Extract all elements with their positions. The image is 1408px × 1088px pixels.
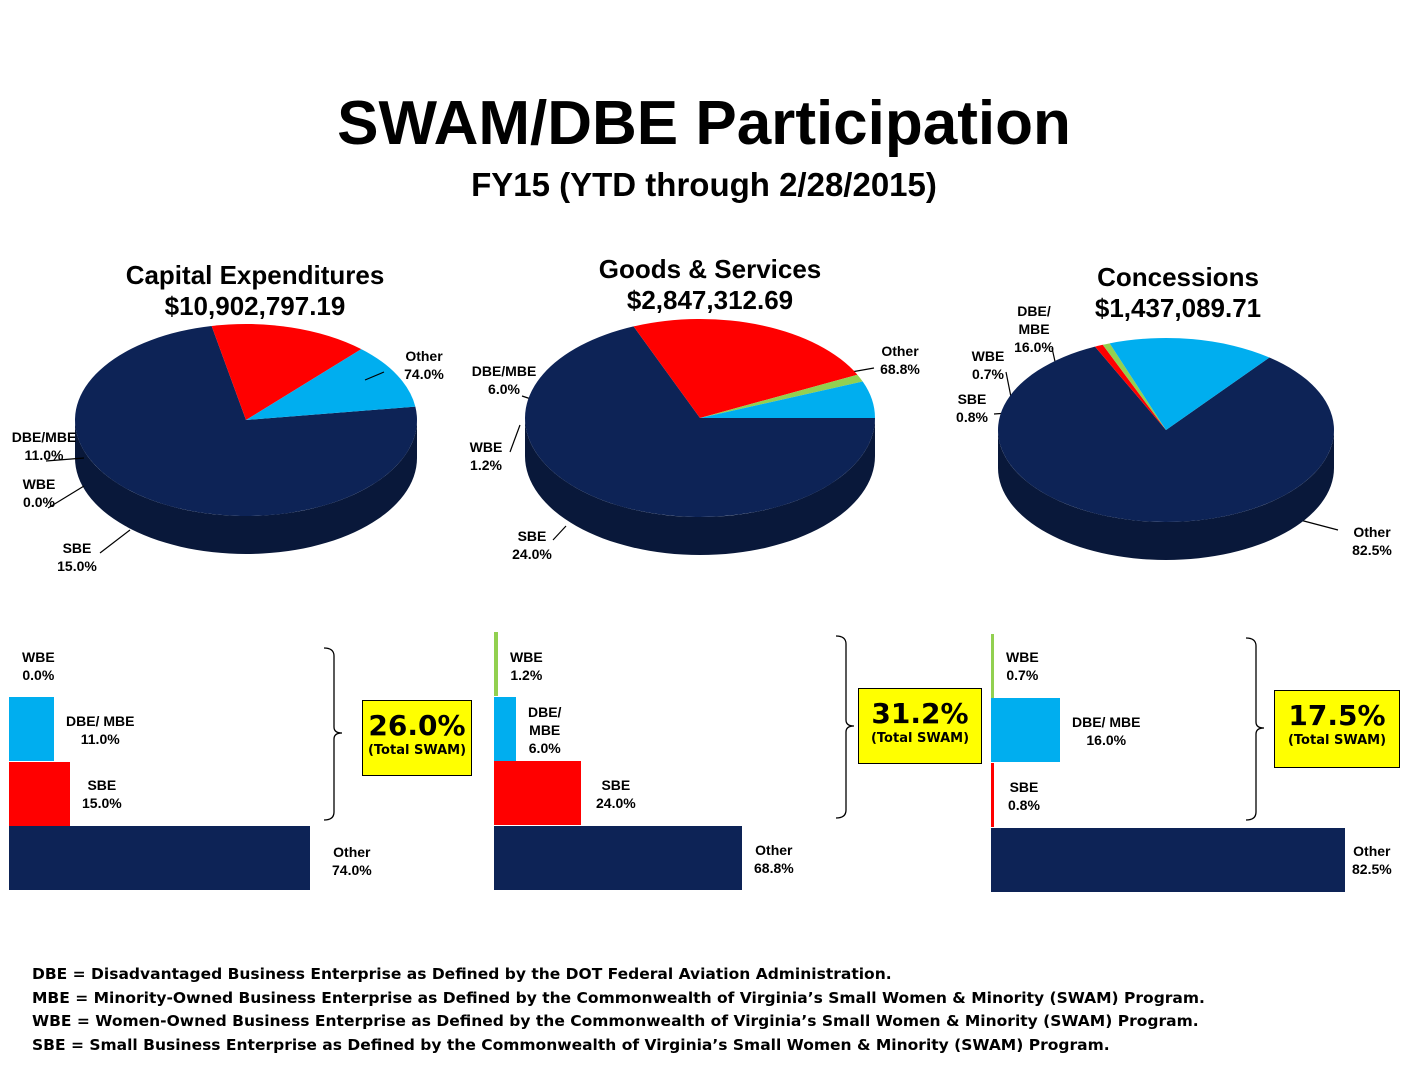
capital-total-swam-label: (Total SWAM) [367, 743, 467, 758]
concessions-slice-dbe [1109, 338, 1270, 430]
concessions-slice-other [997, 346, 1334, 522]
page-subtitle: FY15 (YTD through 2/28/2015) [471, 166, 937, 203]
goods-bar-dbe [494, 697, 516, 761]
capital-total-swam-value: 26.0% [368, 709, 466, 742]
concessions-bar-label-dbe: DBE/ MBE 16.0% [1072, 714, 1141, 748]
concessions-amount: $1,437,089.71 [1094, 293, 1262, 323]
goods-title-text: Goods & Services [598, 254, 822, 284]
capital-bar-sbe [9, 762, 70, 826]
capital-slice-sbe [211, 324, 362, 420]
goods-bar-label-sbe: SBE 24.0% [596, 777, 636, 811]
capital-bar-label-dbe: DBE/ MBE 11.0% [66, 713, 135, 747]
concessions-pie-label-wbe: WBE 0.7% [971, 348, 1005, 382]
capital-bar-other [9, 826, 310, 890]
goods-total-swam-value: 31.2% [871, 697, 969, 730]
goods-slice-other [524, 326, 875, 517]
capital-slice-other [75, 325, 417, 516]
goods-amount: $2,847,312.69 [626, 285, 794, 315]
page-title: SWAM/DBE Participation [337, 89, 1071, 158]
capital-pie-label-wbe: WBE 0.0% [22, 476, 56, 510]
capital-slice-dbe [246, 349, 416, 420]
capital-bar-dbe [9, 697, 54, 761]
goods-brace [835, 635, 855, 819]
concessions-slice-wbe [1102, 343, 1166, 430]
concessions-pie-label-dbe: DBE/ MBE 16.0% [1014, 303, 1054, 355]
goods-total-swam-box: 31.2% (Total SWAM) [858, 688, 982, 764]
concessions-brace [1245, 637, 1265, 821]
concessions-pie-label-sbe: SBE 0.8% [956, 391, 988, 425]
goods-bar-label-other: Other 68.8% [754, 842, 794, 876]
capital-title-text: Capital Expenditures [125, 260, 385, 290]
concessions-chart-title: Concessions $1,437,089.71 [1030, 262, 1326, 324]
goods-slice-sbe [633, 318, 858, 418]
leader-line-2 [47, 485, 85, 509]
leader-line-3 [99, 529, 131, 554]
concessions-total-swam-value: 17.5% [1288, 699, 1386, 732]
goods-slice-dbe [700, 381, 875, 418]
leader-line-7 [552, 525, 567, 541]
capital-chart-title: Capital Expenditures $10,902,797.19 [105, 260, 405, 322]
footnote-dbe: DBE = Disadvantaged Business Enterprise … [32, 965, 892, 983]
capital-pie-label-dbe: DBE/MBE 11.0% [11, 429, 77, 463]
goods-bar-wbe [494, 632, 499, 696]
goods-pie-label-dbe: DBE/MBE 6.0% [471, 363, 537, 397]
footnote-sbe: SBE = Small Business Enterprise as Defin… [32, 1035, 1110, 1054]
capital-brace [323, 647, 343, 821]
concessions-bar-dbe [991, 698, 1060, 762]
concessions-slice-sbe [1095, 344, 1166, 430]
footnote-wbe: WBE = Women-Owned Business Enterprise as… [32, 1012, 1199, 1030]
capital-total-swam-box: 26.0% (Total SWAM) [362, 700, 472, 776]
footnote-mbe: MBE = Minority-Owned Business Enterprise… [32, 988, 1205, 1007]
goods-total-swam-label: (Total SWAM) [870, 731, 970, 746]
capital-side-other [75, 420, 417, 554]
goods-pie-label-other: Other 68.8% [880, 343, 920, 377]
leader-line-6 [509, 424, 521, 453]
goods-pie-label-sbe: SBE 24.0% [512, 528, 552, 562]
leader-line-0 [364, 371, 385, 381]
capital-amount: $10,902,797.19 [164, 291, 346, 321]
concessions-bar-sbe [991, 763, 995, 827]
concessions-bar-label-wbe: WBE 0.7% [1006, 649, 1039, 683]
concessions-title-text: Concessions [1097, 262, 1259, 292]
capital-bar-label-wbe: WBE 0.0% [22, 649, 55, 683]
goods-chart-title: Goods & Services $2,847,312.69 [560, 254, 860, 316]
concessions-bar-wbe [991, 634, 994, 698]
goods-bar-sbe [494, 761, 581, 825]
capital-pie-label-other: Other 74.0% [404, 348, 444, 382]
concessions-total-swam-box: 17.5% (Total SWAM) [1274, 690, 1400, 768]
goods-bar-label-dbe: DBE/MBE 6.0% [528, 704, 562, 756]
capital-bar-label-sbe: SBE 15.0% [82, 777, 122, 811]
concessions-bar-label-sbe: SBE 0.8% [1008, 779, 1040, 813]
concessions-side-other [998, 430, 1334, 560]
goods-side-other [525, 418, 875, 555]
concessions-bar-label-other: Other 82.5% [1352, 843, 1392, 877]
goods-pie-label-wbe: WBE 1.2% [469, 439, 503, 473]
goods-slice-wbe [700, 374, 863, 418]
goods-bar-label-wbe: WBE 1.2% [510, 649, 543, 683]
capital-bar-label-other: Other 74.0% [332, 844, 372, 878]
concessions-bar-other [991, 828, 1345, 892]
footnotes: DBE = Disadvantaged Business Enterprise … [32, 963, 1205, 1057]
concessions-pie-label-other: Other 82.5% [1352, 524, 1392, 558]
leader-line-1 [45, 457, 85, 462]
leader-line-8 [1299, 519, 1339, 531]
capital-pie-label-sbe: SBE 15.0% [57, 540, 97, 574]
goods-bar-other [494, 826, 742, 890]
concessions-total-swam-label: (Total SWAM) [1287, 733, 1387, 748]
